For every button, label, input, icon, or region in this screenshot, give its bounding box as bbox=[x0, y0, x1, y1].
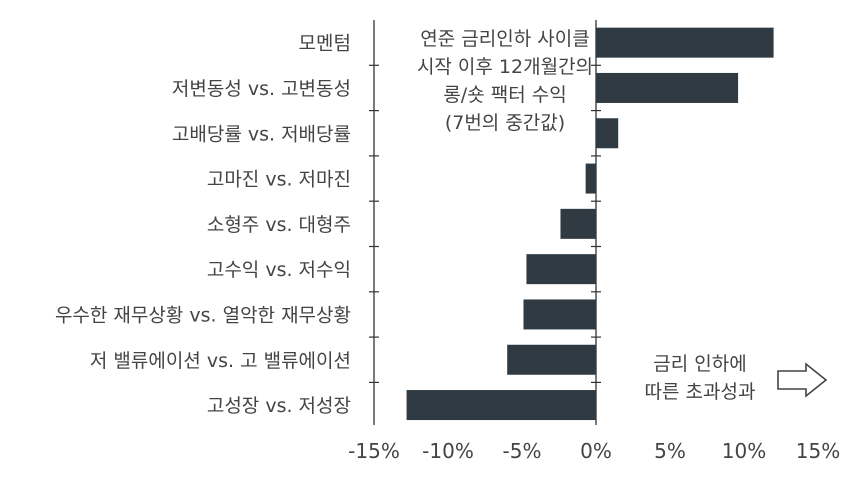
category-label: 고성장 vs. 저성장 bbox=[207, 395, 351, 417]
x-tick-label: 0% bbox=[580, 439, 612, 463]
bar bbox=[596, 118, 619, 149]
bar bbox=[596, 27, 774, 58]
x-tick-labels: -15% -10% -5% 0% 5% 10% 15% bbox=[348, 439, 840, 463]
annotation-top-line-2: 시작 이후 12개월간의 bbox=[417, 56, 593, 78]
category-label: 고마진 vs. 저마진 bbox=[207, 169, 351, 191]
x-tick-label: -5% bbox=[503, 439, 542, 463]
x-tick-label: 15% bbox=[796, 439, 840, 463]
bar bbox=[596, 72, 739, 103]
annotation-top-line-1: 연준 금리인하 사이클 bbox=[420, 28, 589, 50]
x-tick-label: -10% bbox=[422, 439, 474, 463]
right-arrow-outline-icon bbox=[777, 362, 828, 398]
x-tick-label: 10% bbox=[722, 439, 766, 463]
bar bbox=[507, 344, 596, 375]
category-label: 모멘텀 bbox=[299, 33, 351, 55]
bars-group bbox=[406, 27, 774, 421]
bar bbox=[523, 299, 596, 330]
category-label: 고수익 vs. 저수익 bbox=[207, 259, 351, 281]
category-label: 소형주 vs. 대형주 bbox=[207, 214, 351, 236]
annotation-top-line-4: (7번의 중간값) bbox=[445, 112, 565, 134]
category-label: 저 밸류에이션 vs. 고 밸류에이션 bbox=[90, 350, 351, 372]
bar bbox=[585, 163, 596, 194]
category-label: 고배당률 vs. 저배당률 bbox=[172, 123, 351, 145]
x-tick-label: -15% bbox=[348, 439, 400, 463]
bar bbox=[560, 208, 596, 239]
annotation-bottom-line-2: 따른 초과성과 bbox=[645, 381, 756, 403]
bar bbox=[526, 254, 596, 285]
annotation-top-line-3: 롱/숏 팩터 수익 bbox=[443, 84, 566, 106]
x-tick-label: 5% bbox=[654, 439, 686, 463]
category-label: 우수한 재무상황 vs. 열악한 재무상황 bbox=[55, 304, 351, 326]
category-label: 저변동성 vs. 고변동성 bbox=[172, 78, 351, 100]
annotation-bottom-line-1: 금리 인하에 bbox=[653, 353, 746, 375]
bar bbox=[406, 390, 596, 421]
